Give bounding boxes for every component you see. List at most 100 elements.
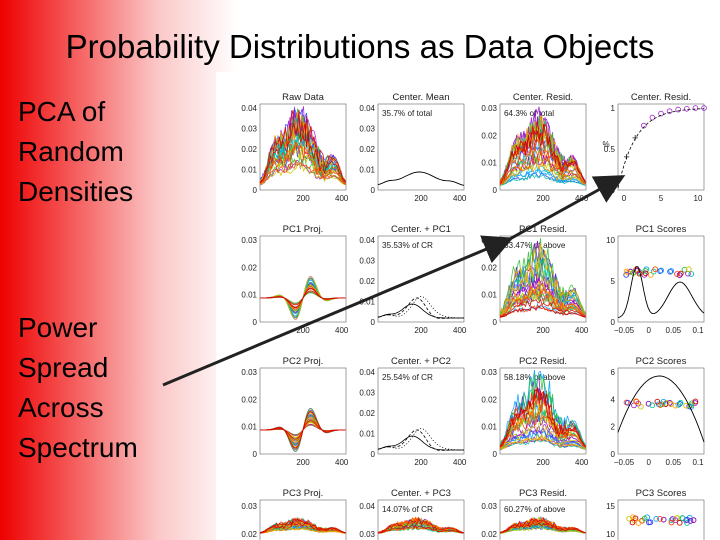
- subplot-title: PC3 Proj.: [283, 488, 324, 499]
- bullet-line: Densities: [18, 176, 134, 207]
- subplot-annotation: 25.54% of CR: [382, 373, 433, 382]
- score-point: [668, 519, 675, 526]
- subplot-title: PC1 Proj.: [283, 224, 324, 235]
- score-point: [692, 398, 699, 405]
- density-curve: [377, 524, 464, 534]
- density-curve: [259, 521, 346, 534]
- subplot-frame: [259, 235, 347, 323]
- density-curve: [499, 237, 586, 316]
- y-tick-label: 15: [606, 502, 615, 511]
- y-tick-label: 0.03: [481, 236, 497, 245]
- subplot-frame: [259, 103, 347, 191]
- mean-plus-pc-curve: [377, 435, 464, 451]
- x-tick-label: 200: [536, 326, 550, 335]
- x-tick-label: 200: [296, 194, 310, 203]
- score-point: [677, 270, 684, 277]
- density-curve: [499, 438, 586, 450]
- density-curve: [499, 434, 586, 450]
- scree-point: [666, 108, 673, 114]
- x-tick-label: 400: [335, 326, 349, 335]
- bullet-pca-of-random-densities: PCA of Random Densities: [18, 92, 133, 212]
- y-tick-label: 0.03: [359, 389, 375, 398]
- y-tick-label: 0: [493, 318, 498, 327]
- y-tick-label: 0: [493, 186, 498, 195]
- y-tick-label: 0.02: [241, 145, 257, 154]
- subplot-frame: [617, 367, 705, 455]
- subplot-frame: [499, 367, 587, 455]
- y-tick-label: 0.02: [481, 131, 497, 140]
- bullet-line: Power: [18, 312, 98, 343]
- density-curve: [259, 159, 346, 185]
- density-curve: [499, 305, 586, 318]
- subplot-annotation: 60.27% of above: [504, 505, 566, 514]
- subplot-title: PC1 Resid.: [519, 224, 567, 235]
- x-tick-label: 0.05: [666, 458, 682, 467]
- subplot-16: PC3 Scores 15 10: [606, 488, 705, 540]
- score-point: [654, 398, 661, 405]
- y-tick-label: 0: [253, 450, 258, 459]
- bullet-line: Random: [18, 136, 124, 167]
- score-point: [645, 400, 652, 407]
- x-tick-label: 200: [296, 326, 310, 335]
- mean-plus-pc-curve: [377, 428, 464, 451]
- density-curve: [499, 373, 586, 447]
- y-tick-label: 0.03: [481, 104, 497, 113]
- score-density-curve: [617, 375, 705, 443]
- scree-point: [649, 114, 656, 121]
- score-point: [623, 268, 630, 275]
- y-tick-label: 0.01: [359, 430, 375, 439]
- subplot-annotation: 14.07% of CR: [382, 505, 433, 514]
- score-point: [633, 398, 640, 405]
- subplot-frame: [617, 499, 705, 540]
- y-tick-label: 5: [611, 277, 616, 286]
- score-point: [688, 271, 695, 277]
- score-point: [642, 268, 649, 274]
- scree-point: [675, 106, 682, 113]
- density-curve: [499, 143, 586, 186]
- density-curve: [259, 109, 346, 183]
- bullet-line: PCA of: [18, 96, 106, 127]
- subplot-annotation: 64.3% of total: [504, 109, 554, 118]
- density-curve: [499, 290, 586, 317]
- subplot-title: Raw Data: [282, 92, 324, 103]
- density-curve: [500, 421, 586, 449]
- y-tick-label: 0.01: [241, 291, 257, 300]
- score-point: [666, 399, 673, 406]
- subplot-frame: [259, 499, 347, 540]
- subplot-title: PC3 Resid.: [519, 488, 567, 499]
- scree-point: [692, 105, 699, 111]
- score-point: [647, 519, 654, 526]
- cumulative-curve: [617, 108, 705, 189]
- score-point: [627, 268, 634, 275]
- score-point: [674, 271, 680, 277]
- y-tick-label: 0.02: [241, 395, 257, 404]
- subplot-title: Center. + PC2: [391, 356, 451, 367]
- density-curve: [259, 135, 346, 185]
- score-point: [660, 516, 667, 523]
- x-tick-label: 400: [453, 194, 467, 203]
- y-tick-label: 10: [606, 530, 615, 539]
- y-tick-label: 0.03: [241, 502, 257, 511]
- density-curve: [499, 151, 586, 185]
- score-point: [667, 268, 673, 275]
- y-tick-label: 0.03: [241, 236, 257, 245]
- y-tick-label: 0.01: [359, 166, 375, 175]
- density-curve: [499, 284, 586, 317]
- score-point: [626, 515, 633, 522]
- density-curve: [499, 259, 586, 317]
- x-tick-label: 200: [414, 326, 428, 335]
- y-tick-label: 0.03: [359, 125, 375, 134]
- y-tick-label: 0: [371, 318, 376, 327]
- subplot-6: Center. + PC1 0.04 0.03 0.02 0.01 0 200 400 35.5…: [359, 224, 466, 335]
- subplot-5: PC1 Proj. 0.03 0.02 0.01 0 200 400: [241, 224, 348, 335]
- score-point: [647, 272, 654, 278]
- y-tick-label: 0.04: [241, 104, 257, 113]
- density-curve: [499, 262, 586, 316]
- y-tick-label: 0.01: [481, 159, 497, 168]
- subplot-1: Raw Data 0.04 0.03 0.02 0.01 0 200 400: [241, 92, 348, 203]
- y-tick-label: 0: [371, 186, 376, 195]
- subplot-2: Center. Mean 0.04 0.03 0.02 0.01 0 200 400 35.7%…: [359, 92, 466, 203]
- density-curve: [377, 526, 464, 534]
